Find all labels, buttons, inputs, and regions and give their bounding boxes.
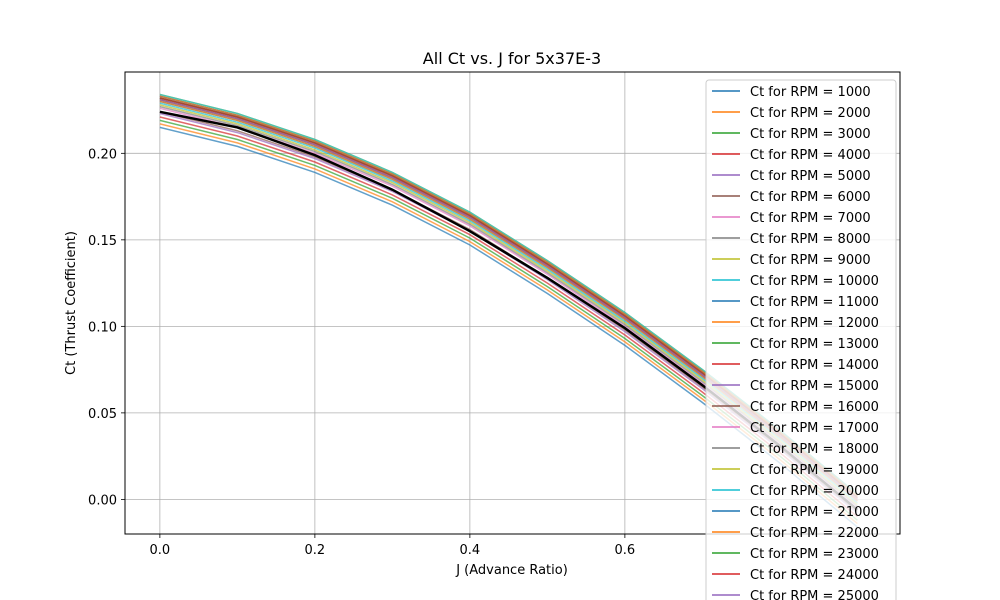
y-tick-label: 0.00 [88, 493, 117, 508]
x-tick-label: 0.4 [460, 543, 481, 558]
y-tick-label: 0.05 [88, 407, 117, 422]
legend-label: Ct for RPM = 12000 [750, 316, 879, 331]
plot-frame [124, 71, 901, 535]
axis-ticks: 0.0 0.2 0.4 0.6 0.00 0.05 0.10 0.15 0.20 [88, 147, 635, 558]
x-axis-label: J (Advance Ratio) [455, 563, 568, 578]
y-tick-label: 0.15 [88, 234, 117, 249]
legend-label: Ct for RPM = 8000 [750, 232, 871, 247]
y-axis-label: Ct (Thrust Coefficient) [64, 231, 79, 375]
legend-label: Ct for RPM = 5000 [750, 169, 871, 184]
legend-label: Ct for RPM = 20000 [750, 484, 879, 499]
legend-label: Ct for RPM = 23000 [750, 547, 879, 562]
legend-label: Ct for RPM = 24000 [750, 568, 879, 583]
legend-label: Ct for RPM = 11000 [750, 295, 879, 310]
legend-label: Ct for RPM = 1000 [750, 85, 871, 100]
legend-box [705, 79, 897, 600]
legend-label: Ct for RPM = 19000 [750, 463, 879, 478]
legend-label: Ct for RPM = 3000 [750, 127, 871, 142]
legend-label: Ct for RPM = 7000 [750, 211, 871, 226]
legend-label: Ct for RPM = 22000 [750, 526, 879, 541]
x-tick-label: 0.6 [615, 543, 636, 558]
legend-label: Ct for RPM = 9000 [750, 253, 871, 268]
legend-label: Ct for RPM = 17000 [750, 421, 879, 436]
legend-label: Ct for RPM = 13000 [750, 337, 879, 352]
legend-label: Ct for RPM = 18000 [750, 442, 879, 457]
legend: Ct for RPM = 1000 Ct for RPM = 2000 Ct for… [705, 79, 897, 600]
y-tick-label: 0.20 [88, 147, 117, 162]
legend-label: Ct for RPM = 14000 [750, 358, 879, 373]
y-tick-label: 0.10 [88, 320, 117, 335]
legend-label: Ct for RPM = 15000 [750, 379, 879, 394]
chart-title: All Ct vs. J for 5x37E-3 [423, 49, 601, 68]
legend-label: Ct for RPM = 10000 [750, 274, 879, 289]
legend-label: Ct for RPM = 6000 [750, 190, 871, 205]
x-tick-label: 0.0 [150, 543, 171, 558]
legend-label: Ct for RPM = 4000 [750, 148, 871, 163]
legend-label: Ct for RPM = 2000 [750, 106, 871, 121]
legend-label: Ct for RPM = 16000 [750, 400, 879, 415]
x-tick-label: 0.2 [305, 543, 326, 558]
legend-label: Ct for RPM = 21000 [750, 505, 879, 520]
legend-label: Ct for RPM = 25000 [750, 589, 879, 600]
